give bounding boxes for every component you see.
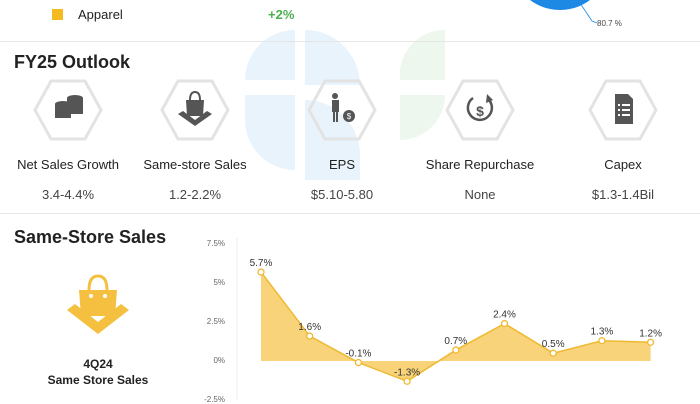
svg-text:$: $ xyxy=(476,103,484,119)
data-point xyxy=(646,338,655,346)
pie-label: 80.7 % xyxy=(597,19,622,28)
outlook-title: FY25 Outlook xyxy=(14,52,131,72)
outlook-item-value: $5.10-5.80 xyxy=(310,187,374,202)
coins-icon xyxy=(33,78,103,142)
data-label: 1.6% xyxy=(298,322,321,333)
y-tick-label: 7.5% xyxy=(206,239,225,248)
dollar-cycle-icon: $ xyxy=(445,78,515,142)
data-point xyxy=(306,332,314,340)
svg-text:$: $ xyxy=(347,112,352,121)
shopping-bag-icon xyxy=(67,274,129,334)
outlook-item-value: $1.3-1.4Bil xyxy=(591,187,655,202)
legend-swatch xyxy=(52,9,63,20)
data-label: 2.4% xyxy=(493,310,516,321)
data-point xyxy=(598,337,606,345)
y-tick-label: 2.5% xyxy=(206,317,225,326)
legend-label: Apparel xyxy=(78,7,123,22)
data-point xyxy=(500,319,509,328)
sss-caption-label: Same Store Sales xyxy=(47,373,149,387)
outlook-item: $ EPS $5.10-5.80 xyxy=(272,78,412,202)
sss-title: Same-Store Sales xyxy=(14,227,167,247)
data-point xyxy=(354,358,363,367)
change-value: +2% xyxy=(268,7,295,22)
divider xyxy=(0,41,700,42)
person-dollar-icon: $ xyxy=(307,78,377,142)
data-label: -1.3% xyxy=(394,367,420,378)
document-icon xyxy=(588,78,658,142)
outlook-item-label: Capex xyxy=(604,157,642,172)
divider xyxy=(0,213,700,214)
data-label: -0.1% xyxy=(345,349,371,360)
outlook-item-value: 1.2-2.2% xyxy=(168,187,222,202)
y-tick-label: 0% xyxy=(213,356,225,365)
outlook-item: Net Sales Growth 3.4-4.4% xyxy=(0,78,138,202)
data-label: 5.7% xyxy=(250,258,273,269)
outlook-item-value: 3.4-4.4% xyxy=(41,187,95,202)
data-label: 0.5% xyxy=(542,339,565,350)
outlook-item-label: Same-store Sales xyxy=(143,157,247,172)
data-point xyxy=(452,346,460,354)
sss-caption-period: 4Q24 xyxy=(83,357,113,371)
data-point xyxy=(403,377,411,385)
outlook-item: Capex $1.3-1.4Bil xyxy=(553,78,693,202)
y-tick-label: 5% xyxy=(213,278,225,287)
data-point xyxy=(257,268,265,276)
pie-slice xyxy=(510,0,610,10)
outlook-item: Same-store Sales 1.2-2.2% xyxy=(125,78,265,202)
outlook-item-value: None xyxy=(464,187,496,202)
outlook-item-label: EPS xyxy=(328,157,355,172)
shopping-bag-icon xyxy=(160,78,230,142)
outlook-item-label: Share Repurchase xyxy=(425,157,535,172)
outlook-item: $ Share Repurchase None xyxy=(410,78,550,202)
pie-leader-line xyxy=(579,2,598,24)
data-label: 1.2% xyxy=(639,328,662,339)
data-point xyxy=(549,349,557,357)
data-label: 0.7% xyxy=(444,336,467,347)
outlook-item-label: Net Sales Growth xyxy=(17,157,119,172)
data-label: 1.3% xyxy=(591,327,614,338)
